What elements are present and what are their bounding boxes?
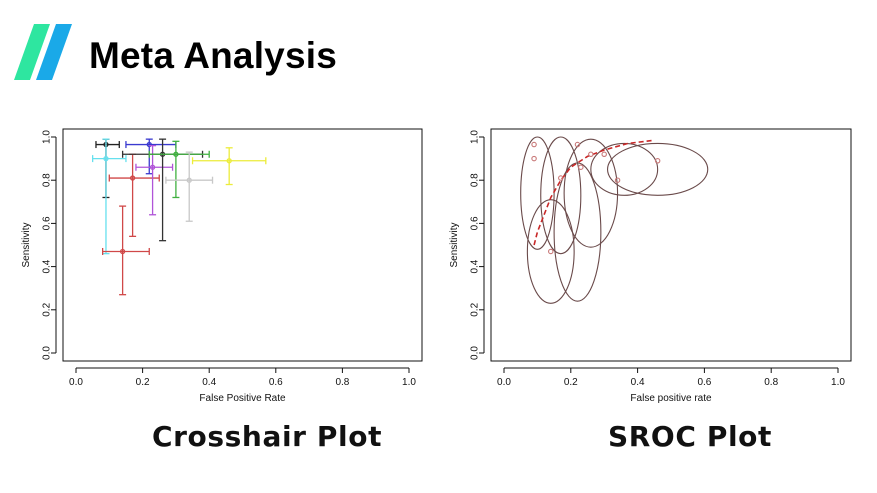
crosshair-y-tick-label: 1.0 <box>42 130 53 144</box>
slash-logo-icon <box>14 24 72 80</box>
crosshair-study-8 <box>148 140 210 199</box>
sroc-point-1 <box>531 141 537 148</box>
crosshair-study-2 <box>92 138 127 255</box>
crosshair-study-9 <box>165 151 214 222</box>
sroc-confidence-region-5 <box>563 138 619 248</box>
sroc-y-axis-label: Sensitivity <box>449 222 460 267</box>
crosshair-study-10 <box>191 147 267 186</box>
sroc-x-tick-label: 0.6 <box>697 377 711 388</box>
sroc-point-6 <box>578 164 584 170</box>
sroc-x-tick-label: 0.0 <box>497 377 511 388</box>
sroc-x-tick-label: 0.2 <box>564 377 578 388</box>
sroc-confidence-region-2 <box>520 136 555 250</box>
crosshair-point <box>173 151 179 157</box>
crosshair-point <box>129 175 136 181</box>
crosshair-x-tick-label: 1.0 <box>402 377 416 388</box>
crosshair-x-tick-label: 0.4 <box>202 377 216 388</box>
sroc-y-tick-label: 0.4 <box>470 259 481 273</box>
slide-title: Meta Analysis <box>89 35 337 76</box>
sroc-y-tick-label: 0.0 <box>470 346 481 360</box>
sroc-x-tick-label: 0.8 <box>764 377 778 388</box>
crosshair-point <box>146 141 152 148</box>
sroc-x-axis-label: False positive rate <box>630 393 712 404</box>
crosshair-point <box>226 158 232 164</box>
sroc-point-10 <box>654 158 661 164</box>
crosshair-x-tick-label: 0.6 <box>269 377 283 388</box>
crosshair-point <box>119 248 126 255</box>
crosshair-caption: Crosshair Plot <box>152 420 383 453</box>
sroc-y-tick-label: 0.2 <box>470 302 481 316</box>
sroc-point-4 <box>558 175 564 181</box>
crosshair-y-tick-label: 0.4 <box>42 259 53 273</box>
sroc-point-7 <box>588 151 594 158</box>
crosshair-point <box>159 151 166 157</box>
sroc-caption: SROC Plot <box>608 420 772 453</box>
crosshair-y-axis-label: Sensitivity <box>21 222 32 267</box>
sroc-point-5 <box>574 141 581 148</box>
crosshair-x-axis-label: False Positive Rate <box>199 393 286 404</box>
crosshair-y-tick-label: 0.8 <box>42 173 53 187</box>
sroc-confidence-region-7 <box>606 142 709 196</box>
crosshair-study-5 <box>125 138 177 175</box>
sroc-y-tick-label: 0.8 <box>470 173 481 187</box>
crosshair-study-6 <box>135 144 174 216</box>
crosshair-x-tick-label: 0.8 <box>335 377 349 388</box>
crosshair-point <box>149 164 156 170</box>
sroc-confidence-region-1 <box>526 199 575 304</box>
sroc-curve <box>533 139 655 246</box>
sroc-y-tick-label: 1.0 <box>470 130 481 144</box>
crosshair-point <box>186 177 192 183</box>
sroc-confidence-region-6 <box>590 142 659 196</box>
sroc-point-3 <box>548 248 554 255</box>
crosshair-y-tick-label: 0.6 <box>42 216 53 230</box>
crosshair-point <box>103 141 109 148</box>
sroc-x-tick-label: 0.4 <box>631 377 645 388</box>
sroc-confidence-region-4 <box>553 162 602 302</box>
sroc-point-9 <box>614 177 621 183</box>
sroc-x-tick-label: 1.0 <box>831 377 845 388</box>
crosshair-y-tick-label: 0.0 <box>42 346 53 360</box>
crosshair-study-7 <box>121 138 204 242</box>
crosshair-x-tick-label: 0.0 <box>69 377 83 388</box>
crosshair-study-4 <box>108 153 160 238</box>
crosshair-study-1 <box>95 138 120 199</box>
crosshair-plot-frame <box>62 128 423 362</box>
crosshair-point <box>103 155 109 162</box>
sroc-point-8 <box>601 151 607 158</box>
logo-stripe-blue <box>36 24 72 80</box>
sroc-y-tick-label: 0.6 <box>470 216 481 230</box>
sroc-point-2 <box>531 155 537 162</box>
sroc-confidence-region-3 <box>540 136 582 255</box>
crosshair-x-tick-label: 0.2 <box>136 377 150 388</box>
sroc-plot-frame <box>490 128 852 362</box>
crosshair-y-tick-label: 0.2 <box>42 302 53 316</box>
crosshair-study-3 <box>101 205 150 296</box>
logo-stripe-green <box>14 24 50 80</box>
